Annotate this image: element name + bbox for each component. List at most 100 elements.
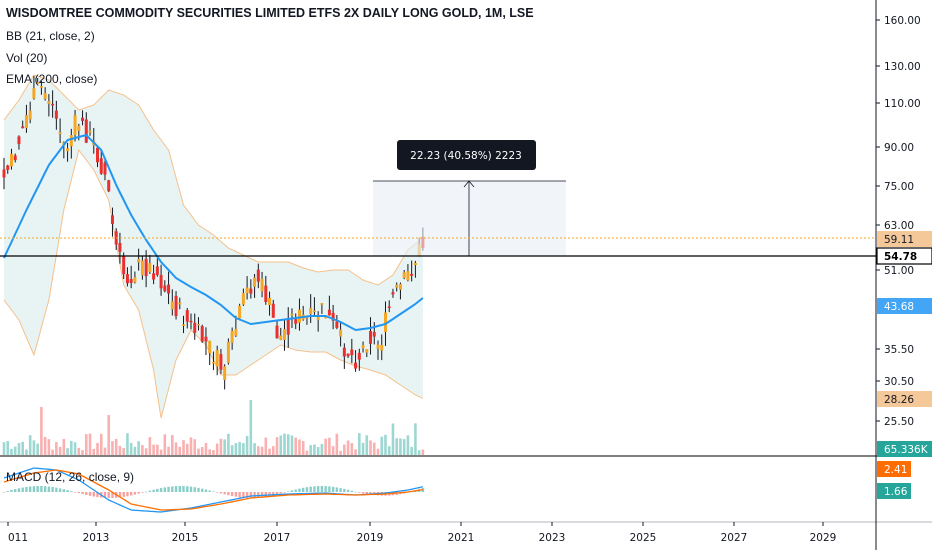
candle-body xyxy=(196,324,200,326)
volume-bar xyxy=(361,442,365,455)
volume-bar xyxy=(376,448,380,455)
volume-bar xyxy=(406,435,410,455)
volume-bar xyxy=(290,435,294,455)
candle-body xyxy=(365,349,369,353)
candle-body xyxy=(32,88,36,99)
volume-bar xyxy=(114,438,118,455)
macd-histogram-bar xyxy=(302,487,305,492)
macd-histogram-bar xyxy=(320,486,324,492)
volume-bar xyxy=(212,450,215,455)
macd-histogram-bar xyxy=(73,492,77,493)
volume-bar xyxy=(335,433,339,455)
bb-legend[interactable]: BB (21, close, 2) xyxy=(6,29,95,43)
candle-body xyxy=(369,330,373,344)
price-tick-label: 90.00 xyxy=(884,142,914,154)
macd-histogram-bar xyxy=(137,492,140,494)
svg-text:43.68: 43.68 xyxy=(884,301,914,313)
macd-histogram-bar xyxy=(55,487,58,492)
macd-histogram-bar xyxy=(174,486,178,492)
candle-body xyxy=(309,307,313,315)
measure-tool[interactable]: 22.23 (40.58%) 2223 xyxy=(373,140,566,256)
macd-histogram-bar xyxy=(249,492,253,498)
candle-body xyxy=(260,278,264,292)
candle-body xyxy=(275,325,279,339)
time-tick-label: 2021 xyxy=(448,532,475,544)
volume-bar xyxy=(242,443,245,455)
volume-bar xyxy=(260,446,264,455)
macd-histogram-bar xyxy=(182,486,185,492)
macd-histogram-bar xyxy=(201,488,204,492)
volume-bar xyxy=(144,448,148,455)
candle-body xyxy=(279,335,283,340)
axes: 160.00 130.00 110.00 90.00 75.00 63.00 51.00 35… xyxy=(0,15,932,544)
volume-bar xyxy=(298,439,301,455)
macd-histogram-bar xyxy=(144,491,148,493)
volume-bar xyxy=(51,449,54,455)
measure-range-box[interactable] xyxy=(373,181,566,256)
volume-bar xyxy=(208,449,211,455)
price-badge: 28.26 xyxy=(877,391,932,407)
volume-bar xyxy=(358,433,361,455)
volume-bars xyxy=(2,400,425,455)
macd-histogram-bar xyxy=(361,492,365,494)
candle-body xyxy=(294,319,298,324)
candle-body xyxy=(84,119,88,143)
candle-body xyxy=(110,215,114,225)
volume-bar xyxy=(156,444,159,455)
candle-body xyxy=(342,347,346,357)
candle-body xyxy=(320,303,324,305)
volume-bar xyxy=(324,438,327,455)
svg-text:59.11: 59.11 xyxy=(884,234,914,246)
price-tick-label: 63.00 xyxy=(884,220,914,232)
candle-body xyxy=(268,297,272,306)
price-tick-label: 75.00 xyxy=(884,181,914,193)
macd-histogram-bar xyxy=(40,486,43,492)
candle-body xyxy=(350,349,354,356)
macd-histogram-bar xyxy=(324,486,327,492)
macd-histogram-bar xyxy=(152,489,155,492)
candle-body xyxy=(383,312,387,333)
candle-body xyxy=(88,130,92,133)
svg-text:28.26: 28.26 xyxy=(884,394,914,406)
volume-bar xyxy=(197,448,200,455)
vol-legend[interactable]: Vol (20) xyxy=(6,51,48,65)
candle-body xyxy=(387,306,391,309)
candle-body xyxy=(178,302,182,305)
candle-body xyxy=(193,322,197,333)
candle-body xyxy=(39,86,43,88)
volume-bar xyxy=(238,442,241,455)
ema-legend[interactable]: EMA (200, close) xyxy=(6,72,98,86)
volume-bar xyxy=(264,437,268,455)
candle-body xyxy=(6,165,10,170)
macd-histogram-bar xyxy=(257,492,260,498)
candle-body xyxy=(312,310,316,313)
candle-body xyxy=(211,362,215,364)
candlesticks xyxy=(2,75,425,390)
macd-badge: 2.41 xyxy=(877,461,911,477)
time-tick-label: 2029 xyxy=(810,532,837,544)
volume-bar xyxy=(227,433,230,455)
macd-legend[interactable]: MACD (12, 26, close, 9) xyxy=(6,470,135,484)
macd-pane xyxy=(2,467,425,513)
candle-body xyxy=(182,324,186,326)
time-tick-label: 011 xyxy=(8,532,28,544)
macd-histogram-bar xyxy=(163,487,167,492)
macd-histogram-bar xyxy=(268,492,271,497)
time-tick-label: 2013 xyxy=(83,532,110,544)
candle-body xyxy=(290,313,294,316)
volume-bar xyxy=(350,443,354,455)
volume-bar xyxy=(17,443,21,455)
macd-histogram-bar xyxy=(10,490,13,492)
volume-bar xyxy=(365,435,369,455)
volume-bar xyxy=(346,440,350,455)
volume-bar xyxy=(167,446,170,455)
volume-bar xyxy=(185,443,189,455)
volume-bar xyxy=(141,445,144,455)
candle-body xyxy=(406,271,410,281)
macd-histogram-bar xyxy=(215,492,219,493)
candle-body xyxy=(256,269,260,282)
time-tick-label: 2023 xyxy=(539,532,566,544)
volume-bar xyxy=(58,446,62,455)
volume-bar xyxy=(6,440,10,455)
